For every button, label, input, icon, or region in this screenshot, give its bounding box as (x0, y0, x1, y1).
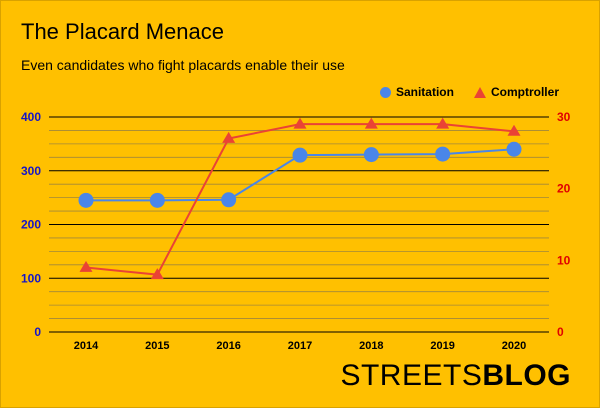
data-point-sanitation (292, 147, 308, 163)
legend-label-comptroller: Comptroller (490, 85, 559, 99)
data-point-comptroller (222, 131, 236, 143)
legend-label-sanitation: Sanitation (395, 85, 454, 99)
data-point-comptroller (79, 260, 93, 272)
left-axis-tick-label: 0 (34, 325, 41, 339)
x-axis-tick-label: 2019 (430, 340, 454, 352)
data-point-comptroller (507, 124, 521, 136)
chart-title: The Placard Menace (21, 19, 224, 44)
x-axis-tick-label: 2015 (145, 340, 169, 352)
right-axis-tick-label: 30 (557, 110, 571, 124)
x-axis-tick-label: 2018 (359, 340, 383, 352)
series-layer (78, 117, 522, 280)
left-axis-tick-label: 200 (21, 218, 41, 232)
legend: Sanitation Comptroller (379, 85, 559, 99)
data-point-comptroller (150, 268, 164, 280)
data-point-sanitation (149, 192, 165, 208)
data-point-sanitation (78, 192, 94, 208)
gridlines (49, 116, 549, 333)
data-point-sanitation (506, 141, 522, 157)
left-axis-tick-label: 400 (21, 110, 41, 124)
data-point-sanitation (221, 192, 237, 208)
left-axis-tick-label: 100 (21, 271, 41, 285)
x-axis-tick-label: 2020 (502, 340, 526, 352)
data-point-comptroller (436, 117, 450, 129)
right-axis-tick-label: 0 (557, 325, 564, 339)
data-point-comptroller (293, 117, 307, 129)
data-point-sanitation (363, 147, 379, 163)
data-point-sanitation (435, 146, 451, 162)
circle-marker-icon (379, 86, 391, 98)
left-axis-tick-label: 300 (21, 164, 41, 178)
right-axis-tick-label: 20 (557, 182, 571, 196)
legend-item-sanitation: Sanitation (379, 85, 454, 99)
x-axis-tick-label: 2016 (216, 340, 240, 352)
right-axis-tick-label: 10 (557, 253, 571, 267)
x-axis-tick-label: 2014 (74, 340, 99, 352)
legend-item-comptroller: Comptroller (473, 85, 559, 99)
streetsblog-logo: STREETSBLOG (340, 359, 571, 392)
chart-subtitle: Even candidates who fight placards enabl… (21, 57, 345, 73)
axis-ticks: 0 100 200 300 400 0 10 20 30 2014 2015 2016 2017 2018… (21, 110, 571, 352)
x-axis-tick-label: 2017 (288, 340, 312, 352)
triangle-marker-icon (473, 86, 486, 98)
data-point-comptroller (364, 117, 378, 129)
